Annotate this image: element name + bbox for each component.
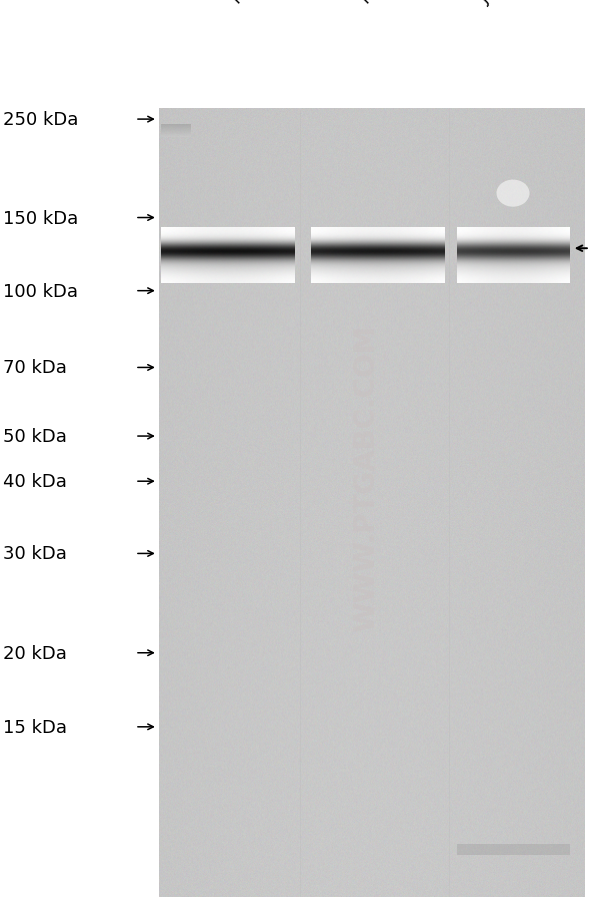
Text: 15 kDa: 15 kDa xyxy=(3,718,67,736)
Text: 150 kDa: 150 kDa xyxy=(3,209,78,227)
Text: HeLa: HeLa xyxy=(356,0,399,7)
Text: WWW.PTGABC.COM: WWW.PTGABC.COM xyxy=(352,325,380,631)
Text: 30 kDa: 30 kDa xyxy=(3,545,67,563)
Text: 20 kDa: 20 kDa xyxy=(3,644,67,662)
Text: 250 kDa: 250 kDa xyxy=(3,111,79,129)
Text: 70 kDa: 70 kDa xyxy=(3,359,67,377)
Text: 50 kDa: 50 kDa xyxy=(3,428,67,446)
Ellipse shape xyxy=(497,180,530,207)
Text: 100 kDa: 100 kDa xyxy=(3,282,78,300)
Text: Jurkat: Jurkat xyxy=(476,0,523,7)
Text: 40 kDa: 40 kDa xyxy=(3,473,67,491)
Text: HEK-293T: HEK-293T xyxy=(227,0,296,7)
